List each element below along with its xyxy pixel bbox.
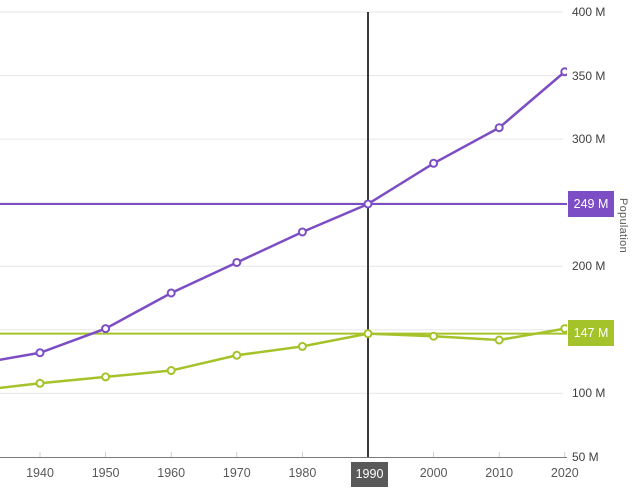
reference-badge-249: 249 M [568, 191, 614, 217]
x-tick-label: 1980 [288, 466, 317, 480]
green-series-data-point-marker[interactable] [560, 324, 568, 334]
green-series-data-point-marker[interactable] [35, 378, 45, 388]
x-tick-label: 1960 [157, 466, 186, 480]
purple-series-data-point-marker[interactable] [363, 199, 373, 209]
green-series-data-point-marker[interactable] [232, 350, 242, 360]
purple-series-line [0, 70, 566, 361]
x-tick-label: 2020 [550, 466, 579, 480]
y-tick-label: 350 M [572, 68, 606, 83]
y-tick-label: 200 M [572, 259, 606, 274]
y-axis-title: Population [617, 198, 629, 253]
green-series-data-point-marker[interactable] [363, 329, 373, 339]
purple-series-data-point-marker[interactable] [101, 324, 111, 334]
x-tick-label: 1950 [91, 466, 120, 480]
green-series-data-point-marker[interactable] [101, 372, 111, 382]
green-series-data-point-marker[interactable] [297, 341, 307, 351]
x-tick-label: 1970 [222, 466, 251, 480]
purple-series-data-point-marker[interactable] [494, 123, 504, 133]
purple-series-data-point-marker[interactable] [35, 348, 45, 358]
purple-series-data-point-marker[interactable] [232, 257, 242, 267]
x-cursor-badge-1990[interactable]: 1990 [351, 462, 388, 487]
green-series-data-point-marker[interactable] [166, 366, 176, 376]
green-series-data-point-marker[interactable] [429, 331, 439, 341]
y-tick-label: 300 M [572, 132, 606, 147]
y-tick-label: 400 M [572, 5, 606, 19]
green-series-line [0, 327, 566, 390]
y-tick-label: 50 M [572, 450, 599, 464]
y-tick-label: 100 M [572, 386, 606, 401]
x-tick-label: 2010 [485, 466, 514, 480]
purple-series-data-point-marker[interactable] [560, 67, 568, 77]
purple-series-data-point-marker[interactable] [297, 227, 307, 237]
green-series-data-point-marker[interactable] [494, 335, 504, 345]
reference-badge-147: 147 M [568, 320, 614, 346]
x-tick-label: 2000 [419, 466, 448, 480]
purple-series-data-point-marker[interactable] [166, 288, 176, 298]
x-tick-label: 1940 [26, 466, 54, 480]
purple-series-data-point-marker[interactable] [429, 158, 439, 168]
